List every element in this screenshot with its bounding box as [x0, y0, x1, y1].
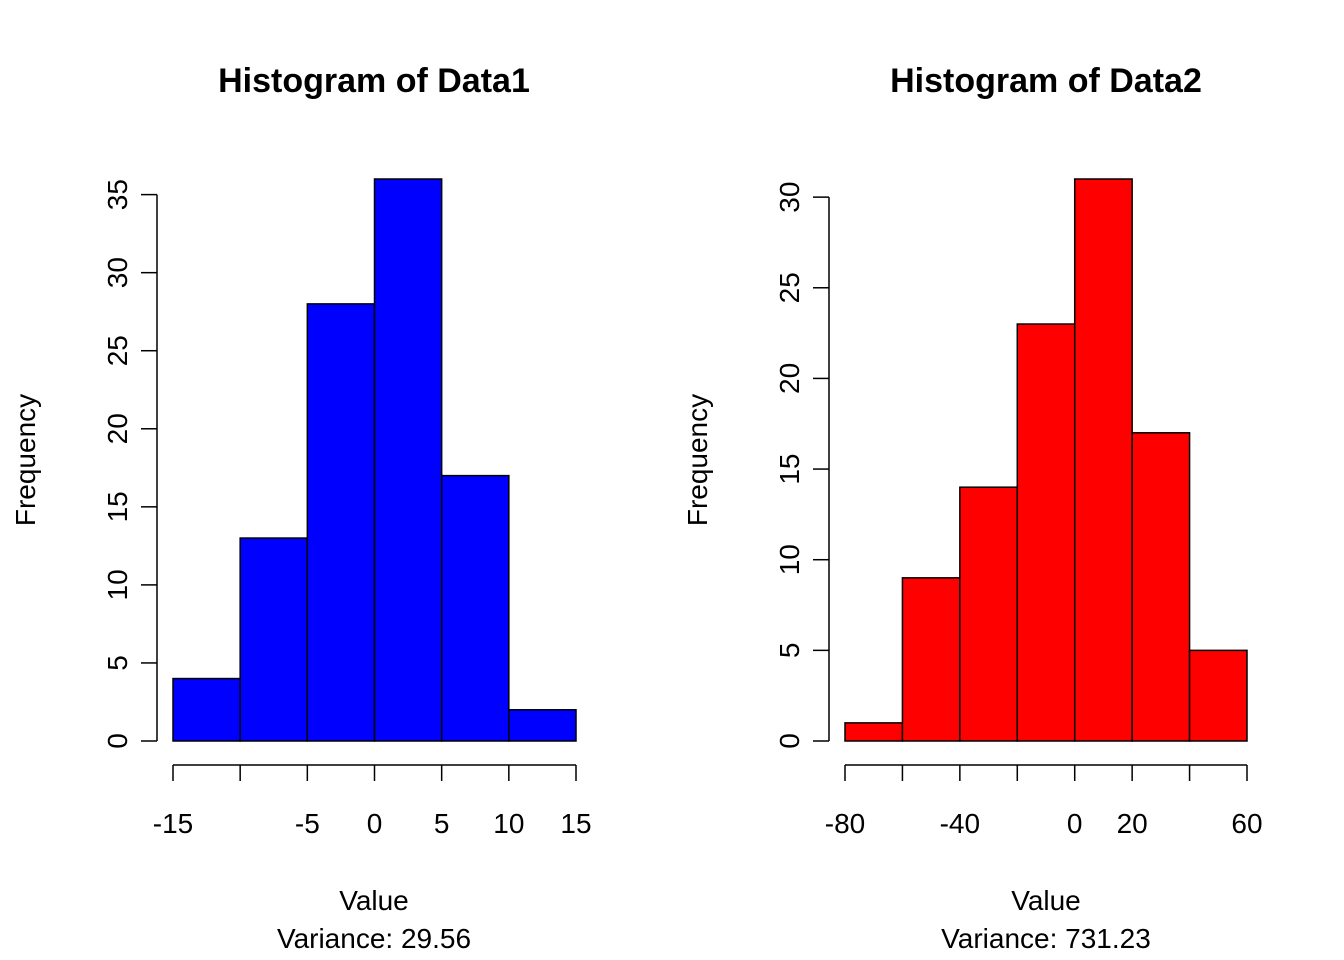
x-tick-label: 0	[367, 808, 383, 839]
y-tick-label: 5	[102, 655, 133, 671]
y-tick-label: 15	[102, 491, 133, 522]
y-axis-label: Frequency	[10, 394, 41, 526]
histogram-bar	[1131, 432, 1191, 742]
histogram-bar	[306, 303, 376, 742]
y-tick-label: 20	[774, 363, 805, 394]
histogram-bar	[844, 722, 904, 742]
x-tick-label: 60	[1231, 808, 1262, 839]
chart-panel-1: Histogram of Data1 0 5 10 15 20 25 30 35 -15 -5 0 5 1…	[10, 62, 592, 954]
y-tick-label: 25	[774, 272, 805, 303]
x-axis-label: Value	[339, 885, 409, 916]
chart-title: Histogram of Data1	[218, 62, 530, 100]
x-tick-label: 10	[493, 808, 524, 839]
y-tick-label: 0	[774, 733, 805, 749]
histogram-bar	[508, 709, 577, 742]
histogram-bar	[959, 486, 1019, 742]
x-tick-label: 5	[434, 808, 450, 839]
x-tick-label: 15	[560, 808, 591, 839]
variance-label: Variance: 731.23	[941, 923, 1151, 954]
y-tick-label: 0	[102, 733, 133, 749]
y-tick-label: 5	[774, 643, 805, 659]
y-tick-label: 10	[102, 569, 133, 600]
histogram-bar	[1016, 323, 1076, 742]
histogram-bar	[440, 474, 510, 742]
x-tick-label: 0	[1067, 808, 1083, 839]
chart-title: Histogram of Data2	[890, 62, 1202, 100]
y-tick-label: 25	[102, 335, 133, 366]
histogram-bar	[1073, 178, 1133, 742]
histogram-bar	[901, 577, 961, 742]
histogram-bar	[373, 178, 443, 742]
y-tick-label: 35	[102, 179, 133, 210]
y-tick-label: 30	[774, 182, 805, 213]
x-tick-label: -5	[295, 808, 320, 839]
y-tick-label: 15	[774, 453, 805, 484]
y-tick-label: 20	[102, 413, 133, 444]
variance-label: Variance: 29.56	[277, 923, 471, 954]
x-tick-label: -40	[940, 808, 980, 839]
x-tick-label: -15	[153, 808, 193, 839]
chart-panel-2: Histogram of Data2 0 5 10 15 20 25 30 -80 -40 0 20 6…	[682, 62, 1263, 954]
y-axis-label: Frequency	[682, 394, 713, 526]
y-tick-label: 10	[774, 544, 805, 575]
x-tick-label: -80	[825, 808, 865, 839]
histogram-bar	[172, 677, 241, 742]
histogram-bar	[239, 537, 309, 742]
y-tick-label: 30	[102, 257, 133, 288]
x-axis-label: Value	[1011, 885, 1081, 916]
x-tick-label: 20	[1117, 808, 1148, 839]
histogram-bar	[1188, 649, 1248, 742]
